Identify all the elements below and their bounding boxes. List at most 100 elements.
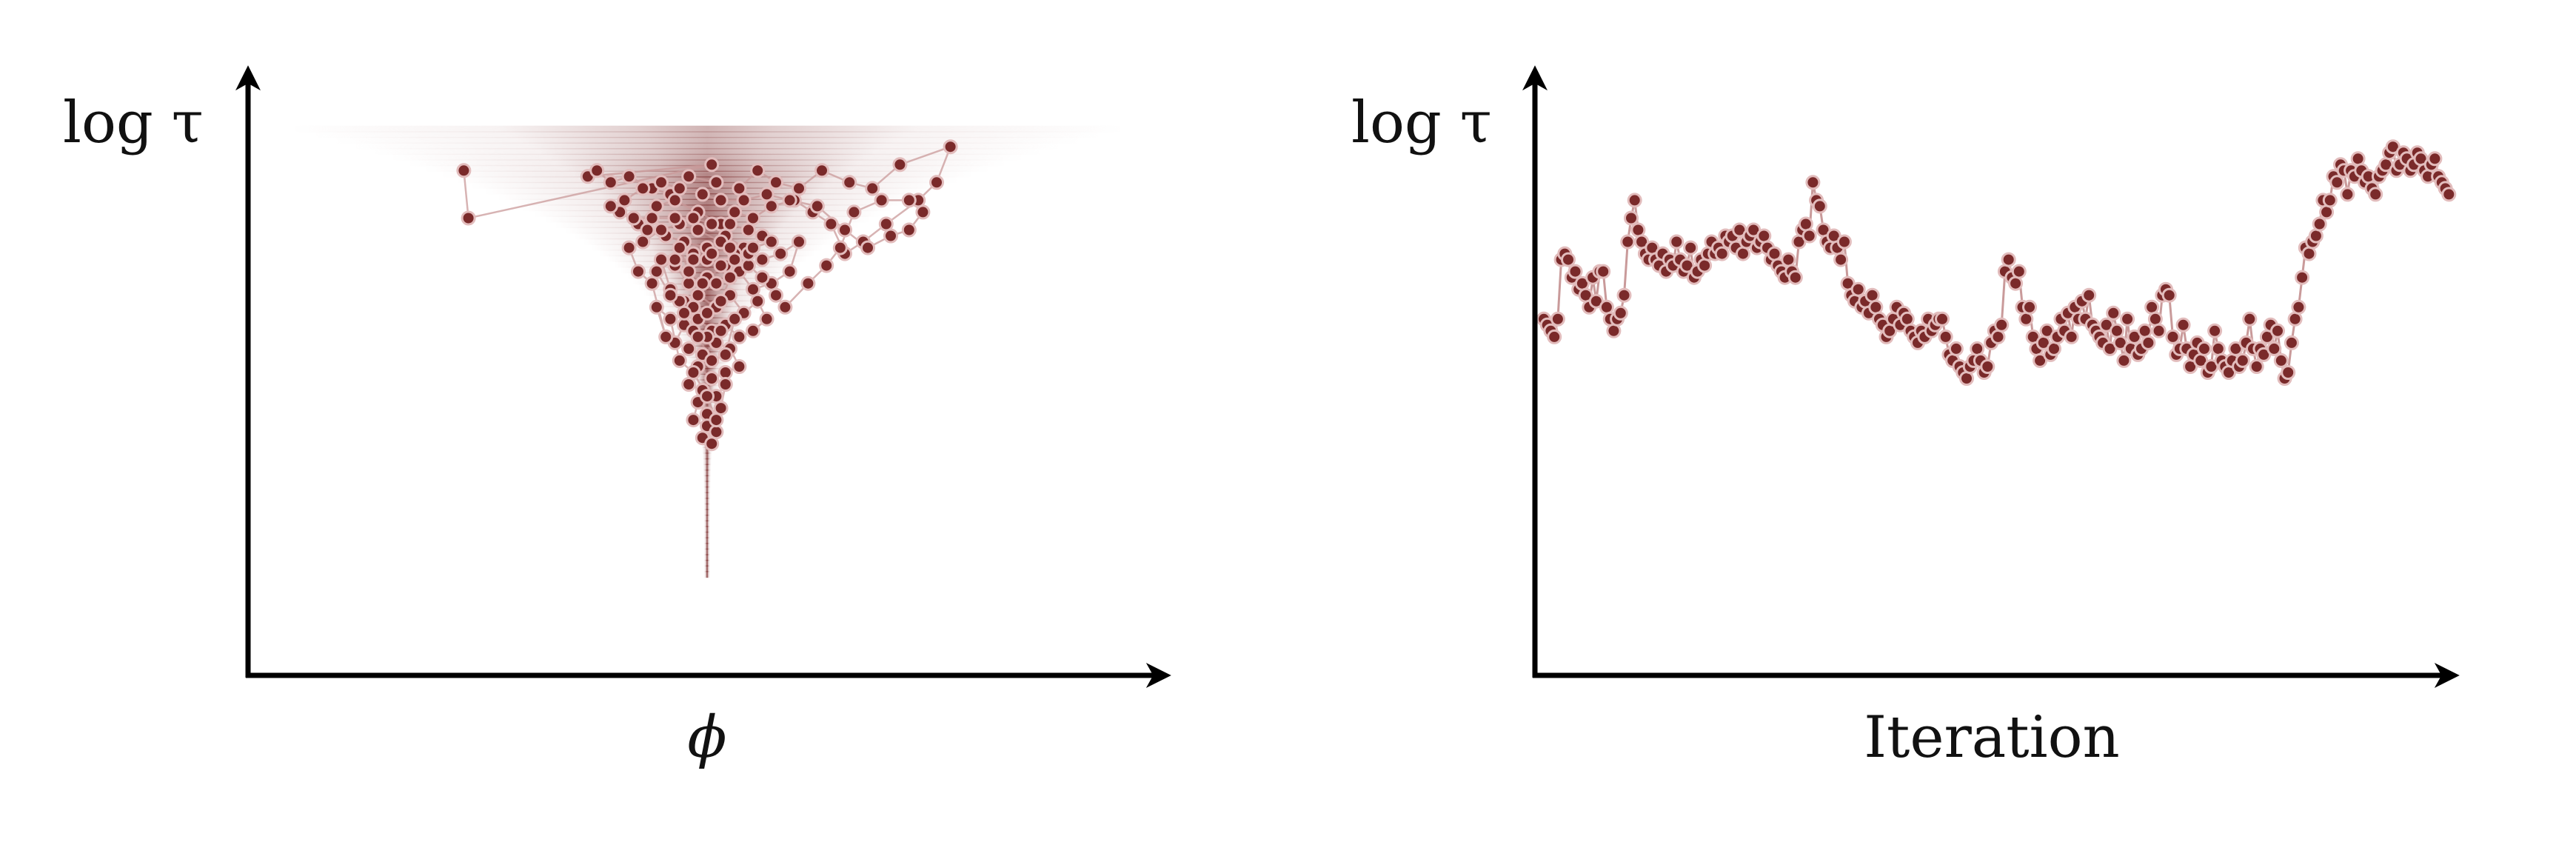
- trace-point: [2441, 187, 2457, 202]
- sample-point: [681, 377, 697, 392]
- trace-point: [2137, 323, 2152, 338]
- sample-point: [700, 389, 715, 404]
- trace-point: [1613, 305, 1628, 321]
- trace-point: [2120, 311, 2135, 327]
- sample-point: [644, 210, 660, 226]
- trace-point: [2368, 187, 2383, 202]
- trace-point: [2018, 311, 2034, 327]
- funnel-slice: [703, 503, 711, 510]
- trace-point: [2340, 187, 2355, 202]
- sample-point: [717, 377, 733, 392]
- sample-point: [782, 264, 797, 279]
- sample-point: [626, 210, 641, 226]
- trace-point: [1948, 341, 1964, 356]
- trace-point: [1994, 317, 2010, 333]
- funnel-slice: [697, 401, 717, 409]
- trace-point: [2284, 335, 2299, 350]
- funnel-slice: [704, 531, 710, 538]
- sample-point: [709, 412, 724, 428]
- sample-point: [943, 139, 958, 155]
- sample-point: [621, 240, 637, 255]
- trace-point: [2287, 311, 2303, 327]
- funnel-scatter-panel: log τ ϕ: [63, 65, 1171, 771]
- sample-point: [819, 258, 834, 273]
- sample-point: [704, 216, 720, 232]
- sample-point: [732, 329, 747, 344]
- sample-point: [892, 157, 908, 173]
- sample-point: [690, 222, 706, 238]
- funnel-slice: [648, 295, 766, 302]
- sample-point: [723, 216, 737, 232]
- sample-point: [713, 323, 729, 338]
- trace-point: [1627, 193, 1642, 208]
- sample-point: [658, 329, 674, 344]
- trace-point: [1805, 175, 1821, 190]
- trace-point: [1736, 246, 1750, 261]
- trace-point: [2022, 299, 2037, 315]
- trace-point: [1616, 287, 1632, 303]
- sample-point: [603, 175, 618, 190]
- sample-point: [746, 323, 760, 338]
- funnel-slice: [469, 181, 946, 189]
- sample-point: [649, 299, 664, 315]
- trace-point: [2106, 305, 2121, 321]
- sample-point: [713, 193, 729, 208]
- trace-point: [1714, 246, 1730, 261]
- trace-point: [2047, 341, 2061, 356]
- sample-point: [883, 228, 898, 244]
- sample-point: [667, 210, 683, 226]
- sample-point: [690, 287, 706, 303]
- trace-point: [1547, 329, 1562, 344]
- sample-point: [603, 198, 618, 214]
- sample-point: [769, 175, 783, 190]
- trace-point: [1683, 240, 1699, 255]
- trace-point: [2116, 353, 2132, 368]
- sample-point: [704, 353, 720, 368]
- funnel-slice: [509, 198, 906, 206]
- sample-point: [456, 163, 472, 178]
- trace-point: [1798, 216, 1813, 232]
- sample-point: [654, 252, 669, 267]
- funnel-slice: [704, 554, 710, 561]
- sample-point: [681, 341, 697, 356]
- y-axis-label: log τ: [63, 90, 204, 156]
- sample-point: [713, 258, 729, 273]
- trace-point: [1899, 311, 1915, 327]
- trace-point: [2312, 216, 2327, 232]
- sample-point: [686, 210, 701, 226]
- funnel-slice: [703, 486, 711, 493]
- sample-point: [755, 252, 770, 267]
- trace-point: [2308, 228, 2324, 244]
- sample-point: [461, 210, 476, 226]
- sample-point: [759, 311, 775, 327]
- trace-point: [2064, 329, 2079, 344]
- sample-point: [782, 193, 797, 208]
- sample-point: [667, 193, 683, 208]
- sample-point: [755, 270, 770, 285]
- sample-point: [746, 240, 760, 255]
- sample-point: [709, 424, 724, 440]
- sample-point: [901, 193, 917, 208]
- trace-point: [2295, 270, 2310, 285]
- sample-point: [681, 169, 697, 184]
- trace-point: [1669, 234, 1685, 250]
- trace-point: [2235, 353, 2250, 368]
- funnel-slice: [564, 227, 851, 234]
- trace-point: [1561, 252, 1576, 267]
- sample-point: [704, 246, 720, 261]
- funnel-slice: [521, 204, 893, 212]
- sample-point: [667, 252, 683, 267]
- sample-point: [769, 287, 783, 303]
- sample-point: [635, 234, 651, 250]
- sample-points: [456, 139, 958, 452]
- sample-point: [915, 204, 931, 220]
- trace-point: [2196, 341, 2212, 356]
- trace-point: [1970, 341, 1985, 356]
- trace-point: [1938, 329, 1953, 344]
- trace-point: [1812, 198, 1827, 214]
- trace-point: [1990, 329, 2006, 344]
- sample-point: [727, 204, 743, 220]
- sample-point: [635, 181, 651, 196]
- sample-point: [777, 299, 793, 315]
- sample-point: [649, 198, 664, 214]
